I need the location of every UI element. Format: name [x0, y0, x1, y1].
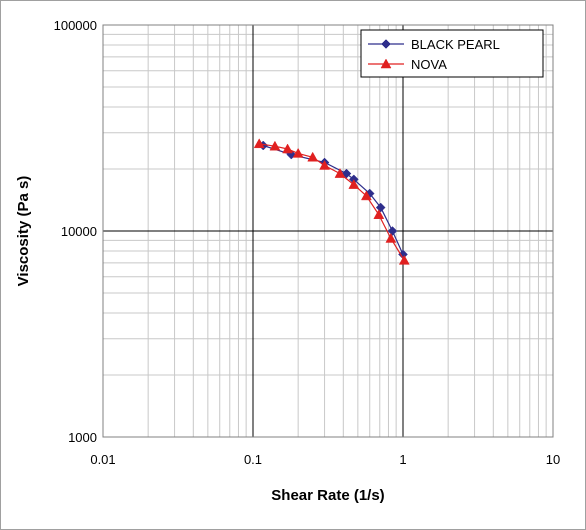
data-point-black-pearl	[387, 226, 398, 236]
legend-items: BLACK PEARL NOVA	[368, 37, 500, 72]
y-tick-label: 10000	[61, 224, 97, 239]
data-point-nova	[398, 254, 410, 265]
series-black-pearl	[258, 140, 408, 260]
y-tick-label: 100000	[54, 18, 97, 33]
data-point-nova	[307, 151, 319, 162]
plot-area-border	[102, 24, 554, 438]
x-tick-label: 0.1	[244, 452, 262, 467]
data-point-nova	[385, 232, 397, 243]
series-line-nova	[259, 143, 405, 261]
x-tick-label: 1	[399, 452, 406, 467]
data-point-nova	[373, 209, 385, 219]
data-point-nova	[269, 140, 281, 151]
legend-marker-black-pearl	[381, 39, 391, 49]
data-point-black-pearl	[375, 202, 386, 213]
legend-label-black-pearl: BLACK PEARL	[411, 37, 500, 52]
series-layer	[253, 138, 410, 265]
series-nova	[253, 138, 410, 265]
legend-marker-nova	[380, 58, 392, 69]
x-axis-title: Shear Rate (1/s)	[271, 487, 384, 504]
data-point-nova	[253, 138, 265, 149]
data-point-nova	[360, 190, 372, 201]
data-point-nova	[282, 143, 293, 154]
y-axis-title: Viscosity (Pa s)	[15, 176, 32, 287]
data-point-nova	[319, 159, 330, 170]
legend-label-nova: NOVA	[411, 57, 447, 72]
x-tick-label: 0.01	[90, 452, 115, 467]
legend-box	[360, 29, 544, 78]
legend: BLACK PEARL NOVA	[360, 29, 544, 78]
data-point-nova	[292, 147, 304, 158]
y-tick-labels: 1000 10000 100000	[54, 18, 97, 445]
x-tick-label: 10	[546, 452, 560, 467]
series-line-black-pearl	[263, 144, 404, 255]
data-point-nova	[348, 179, 360, 189]
data-point-nova	[334, 168, 346, 178]
x-tick-labels: 0.01 0.1 1 10	[90, 452, 560, 467]
y-tick-label: 1000	[68, 430, 97, 445]
